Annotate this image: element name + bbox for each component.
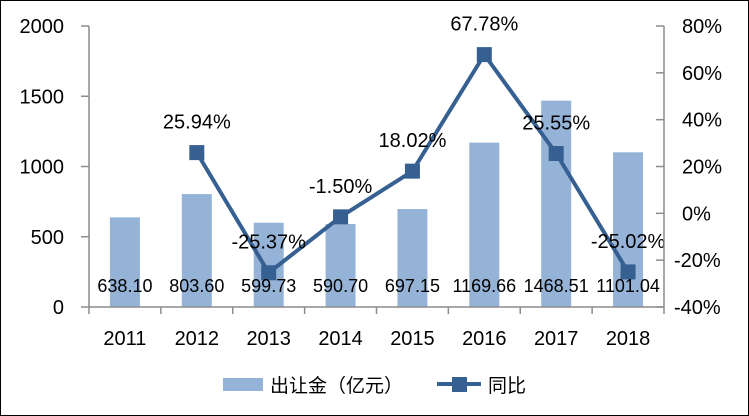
x-axis-category-label: 2018 xyxy=(606,328,651,350)
right-axis-tick-label: 0% xyxy=(682,203,711,225)
pct-label-2015: 18.02% xyxy=(379,130,447,152)
x-axis-category-label: 2015 xyxy=(390,328,435,350)
left-axis-tick-label: 500 xyxy=(31,227,64,249)
bar-2017[interactable] xyxy=(541,100,572,307)
legend: 出让金（亿元） 同比 xyxy=(1,370,748,398)
legend-item-line-series[interactable]: 同比 xyxy=(437,371,526,398)
marker-2017[interactable] xyxy=(548,146,564,162)
x-axis-category-label: 2014 xyxy=(318,328,363,350)
pct-label-2018: -25.02% xyxy=(591,231,666,253)
bar-2014[interactable] xyxy=(325,224,356,307)
marker-2012[interactable] xyxy=(189,145,205,161)
bar-2011[interactable] xyxy=(109,217,140,307)
bar-series-swatch-icon xyxy=(222,377,263,391)
right-axis-tick-label: 80% xyxy=(682,16,722,38)
bar-2015[interactable] xyxy=(397,209,428,307)
x-axis-category-label: 2011 xyxy=(103,328,146,350)
marker-2016[interactable] xyxy=(476,47,492,63)
bar-value-label-2016: 1169.66 xyxy=(452,276,516,296)
bar-2016[interactable] xyxy=(469,142,500,307)
pct-label-2012: 25.94% xyxy=(163,112,231,134)
pct-label-2014: -1.50% xyxy=(309,176,373,198)
marker-2018[interactable] xyxy=(620,264,636,280)
pct-label-2013: -25.37% xyxy=(231,232,306,254)
bar-value-label-2014: 590.70 xyxy=(313,276,368,296)
right-axis-tick-label: 20% xyxy=(682,157,722,179)
legend-item-bar-series[interactable]: 出让金（亿元） xyxy=(222,371,403,398)
bar-value-label-2011: 638.10 xyxy=(97,276,152,296)
bar-2012[interactable] xyxy=(181,194,212,307)
bar-value-label-2013: 599.73 xyxy=(241,276,296,296)
x-axis-category-label: 2017 xyxy=(534,328,579,350)
bar-value-label-2018: 1101.04 xyxy=(596,276,660,296)
pct-label-2016: 67.78% xyxy=(450,14,518,36)
right-axis-tick-label: -40% xyxy=(674,297,721,319)
bar-2018[interactable] xyxy=(613,152,644,307)
left-axis-tick-label: 0 xyxy=(53,297,64,319)
pct-label-2017: 25.55% xyxy=(522,113,590,135)
legend-label-bar-series: 出让金（亿元） xyxy=(269,375,403,397)
line-series-swatch-icon xyxy=(437,376,481,392)
x-axis-category-label: 2013 xyxy=(246,328,291,350)
marker-2015[interactable] xyxy=(404,163,420,179)
bar-value-label-2012: 803.60 xyxy=(169,276,224,296)
bar-value-label-2017: 1468.51 xyxy=(524,276,589,296)
right-axis-tick-label: 40% xyxy=(682,110,722,132)
left-axis-tick-label: 1000 xyxy=(20,157,65,179)
right-axis-tick-label: -20% xyxy=(674,250,721,272)
left-axis-tick-label: 2000 xyxy=(20,16,65,38)
x-axis-category-label: 2012 xyxy=(175,328,220,350)
left-axis-tick-label: 1500 xyxy=(20,86,65,108)
bar-value-label-2015: 697.15 xyxy=(385,276,440,296)
legend-label-line-series: 同比 xyxy=(488,375,527,397)
marker-2013[interactable] xyxy=(261,265,277,281)
right-axis-tick-label: 60% xyxy=(682,63,722,85)
marker-2014[interactable] xyxy=(333,209,349,225)
x-axis-category-label: 2016 xyxy=(462,328,507,350)
